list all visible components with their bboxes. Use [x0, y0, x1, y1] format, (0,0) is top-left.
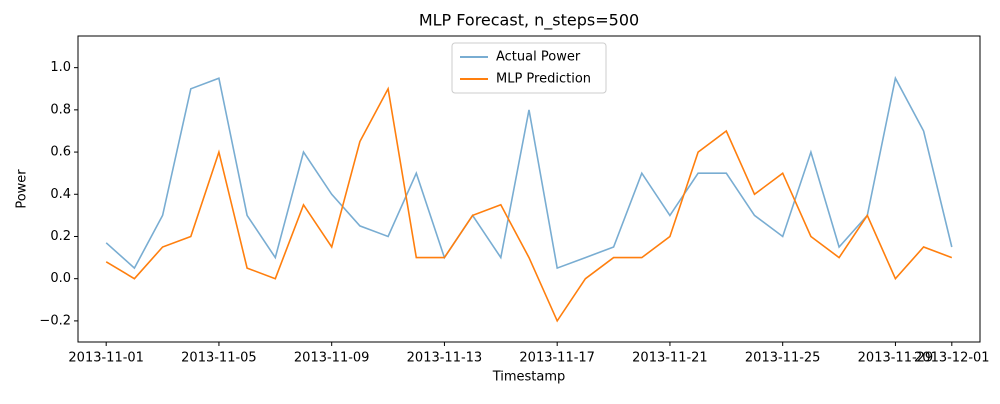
- y-tick-label: 0.2: [50, 229, 71, 244]
- legend-label: Actual Power: [496, 50, 581, 65]
- x-tick-label: 2013-11-13: [407, 351, 483, 366]
- x-tick-label: 2013-12-01: [914, 351, 990, 366]
- y-tick-label: 0.4: [50, 187, 71, 202]
- y-tick-label: 0.0: [50, 271, 71, 286]
- x-tick-label: 2013-11-21: [632, 351, 708, 366]
- legend-label: MLP Prediction: [496, 72, 591, 87]
- series-line: [105, 86, 953, 323]
- y-tick-label: −0.2: [39, 313, 71, 328]
- x-tick-label: 2013-11-01: [68, 351, 144, 366]
- y-tick-label: 0.8: [50, 102, 71, 117]
- legend-box: [451, 42, 607, 94]
- series-line: [105, 75, 953, 270]
- y-axis-label: Power: [15, 169, 30, 209]
- x-tick-label: 2013-11-09: [294, 351, 370, 366]
- x-tick-label: 2013-11-29: [858, 351, 934, 366]
- chart-title: MLP Forecast, n_steps=500: [419, 11, 639, 31]
- x-tick-label: 2013-11-25: [745, 351, 821, 366]
- x-tick-label: 2013-11-17: [519, 351, 595, 366]
- y-tick-label: 0.6: [50, 145, 71, 160]
- x-axis-label: Timestamp: [492, 370, 566, 385]
- y-tick-label: 1.0: [50, 60, 71, 75]
- plot-frame: [77, 35, 981, 343]
- x-tick-label: 2013-11-05: [181, 351, 257, 366]
